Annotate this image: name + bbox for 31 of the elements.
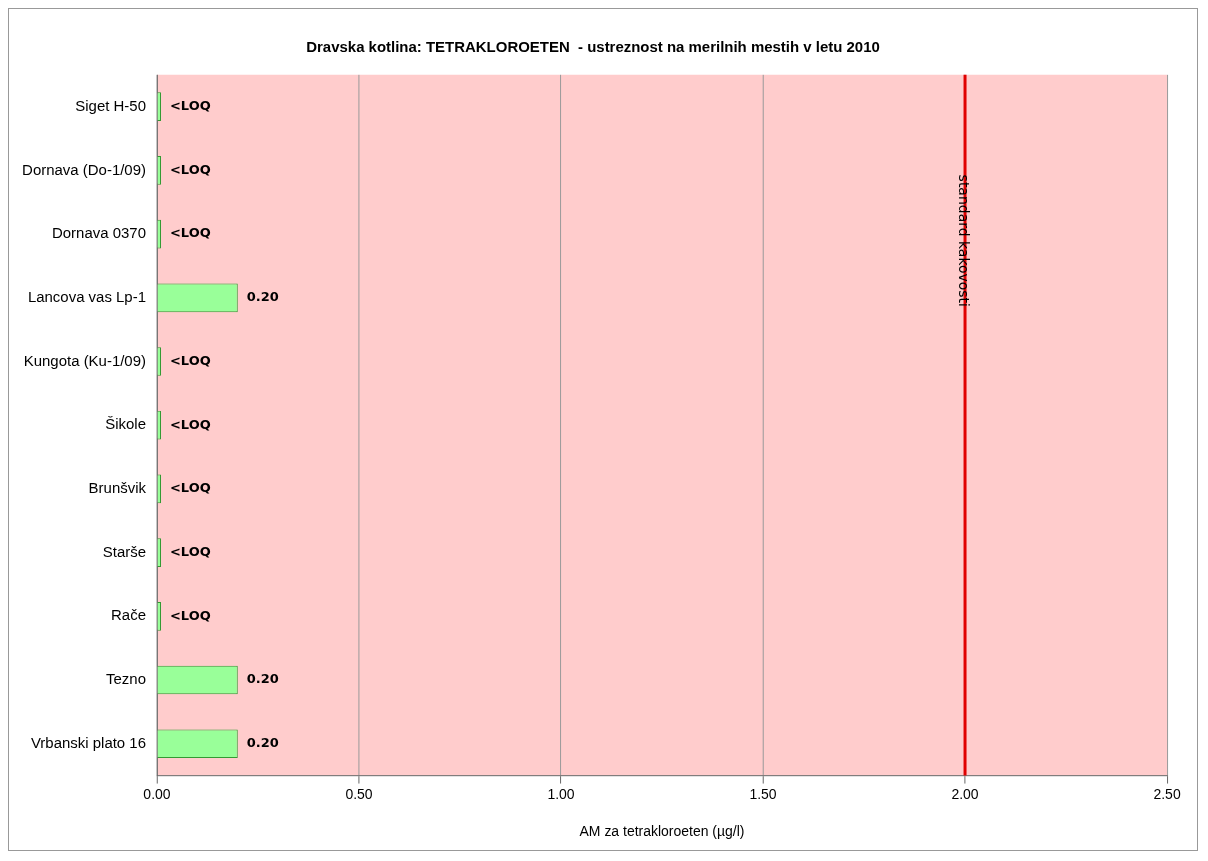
chart-title: Dravska kotlina: TETRAKLOROETEN - ustreznost na merilnih mestih v letu 2010 [306,38,880,56]
y-tick-label: Vrbanski plato 16 [30,733,146,751]
data-label: <LOQ [169,543,211,559]
data-label: <LOQ [169,480,211,496]
ref-line-label: standard kakovosti [956,174,973,307]
x-tick-label: 0.00 [143,785,171,802]
data-label: <LOQ [169,225,211,241]
y-tick-label: Siget H-50 [75,96,146,114]
y-tick-label: Lancova vas Lp-1 [27,287,146,305]
y-tick-label: Dornava 0370 [52,224,146,242]
y-tick-label: Kungota (Ku-1/09) [23,351,146,369]
x-tick-label: 2.00 [951,785,979,802]
data-label: <LOQ [169,352,211,368]
data-label: <LOQ [169,416,211,432]
data-label: 0.20 [246,735,279,751]
data-label: 0.20 [246,289,279,305]
data-label: <LOQ [169,98,211,114]
y-tick-label: Rače [111,606,146,624]
y-tick-label: Starše [102,542,146,560]
y-tick-label: Tezno [106,670,146,688]
data-label: <LOQ [169,161,211,177]
x-axis-title: AM za tetrakloroeten (µg/l) [579,823,745,840]
y-tick-label: Dornava (Do-1/09) [22,160,146,178]
x-tick-label: 2.50 [1153,785,1181,802]
x-tick-label: 1.50 [749,785,777,802]
y-tick-label: Šikole [105,415,146,433]
y-tick-label: Brunšvik [88,479,147,497]
data-label: 0.20 [246,671,279,687]
data-label: <LOQ [169,607,211,623]
x-tick-label: 0.50 [345,785,373,802]
x-tick-label: 1.00 [547,785,575,802]
